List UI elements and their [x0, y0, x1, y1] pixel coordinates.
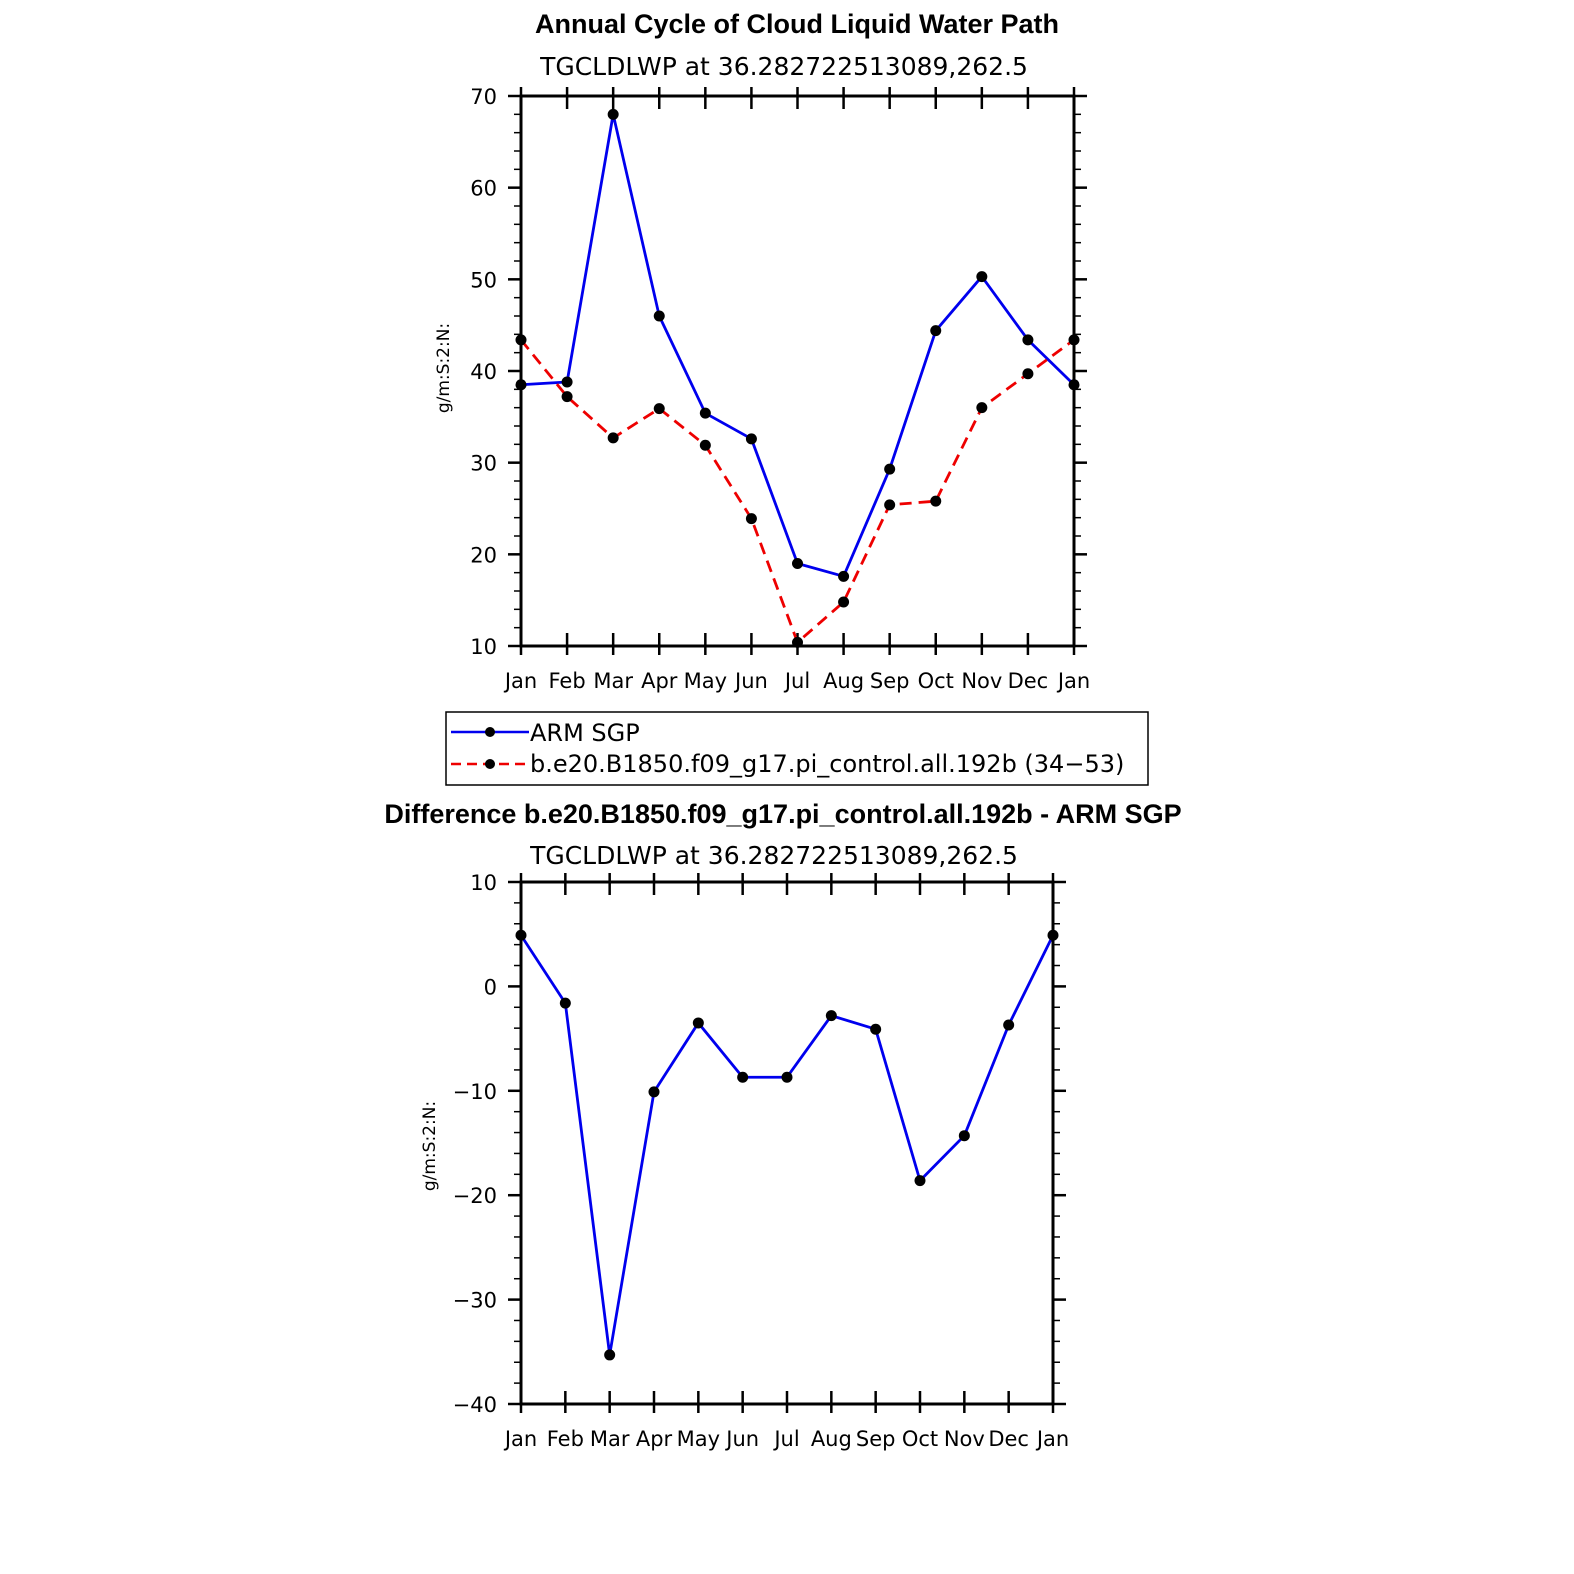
x-tick-label: Feb: [547, 1427, 584, 1451]
data-point-1: [884, 499, 896, 511]
data-point-1: [976, 402, 988, 414]
panel-difference: Difference b.e20.B1850.f09_g17.pi_contro…: [384, 799, 1181, 1451]
data-point-0: [653, 310, 665, 322]
x-tick-label: Apr: [641, 669, 678, 693]
x-tick-label: May: [684, 669, 727, 693]
y-tick-label: −20: [453, 1184, 497, 1208]
data-point-0: [559, 997, 571, 1009]
y-tick-label: 30: [470, 452, 497, 476]
data-point-1: [838, 596, 850, 608]
data-point-0: [838, 570, 850, 582]
chart-title: Annual Cycle of Cloud Liquid Water Path: [535, 9, 1059, 39]
y-tick-label: 20: [470, 543, 497, 567]
data-point-0: [692, 1017, 704, 1029]
legend-marker-arm-sgp: [485, 727, 495, 737]
plot-frame: [519, 94, 1076, 648]
x-tick-label: Mar: [590, 1427, 630, 1451]
x-tick-label: Feb: [548, 669, 585, 693]
legend-box: [445, 711, 1149, 786]
x-tick-label: Sep: [870, 669, 910, 693]
x-tick-label: Dec: [988, 1427, 1029, 1451]
x-tick-label: Jun: [733, 669, 768, 693]
x-tick-label: Jan: [1056, 669, 1090, 693]
data-point-1: [745, 513, 757, 525]
data-point-0: [604, 1349, 616, 1361]
x-tick-label: Jul: [772, 1427, 799, 1451]
data-point-1: [607, 432, 619, 444]
data-point-0: [737, 1071, 749, 1083]
y-tick-label: 40: [470, 360, 497, 384]
x-tick-label: Nov: [961, 669, 1002, 693]
data-point-0: [648, 1086, 660, 1098]
y-tick-label: −30: [453, 1289, 497, 1313]
x-tick-label: Apr: [636, 1427, 673, 1451]
x-tick-label: May: [677, 1427, 720, 1451]
data-point-0: [561, 376, 573, 388]
series-lines: [519, 934, 1055, 1357]
y-tick-label: 60: [470, 177, 497, 201]
series-points: [515, 929, 1059, 1361]
y-tick-label: 70: [470, 85, 497, 109]
x-tick-label: Jan: [503, 1427, 537, 1451]
y-tick-label: −40: [453, 1393, 497, 1417]
x-tick-label: Mar: [593, 669, 633, 693]
data-point-1: [653, 403, 665, 415]
series-line-1: [519, 338, 1075, 644]
chart-subtitle: TGCLDLWP at 36.282722513089,262.5: [529, 841, 1018, 870]
data-point-0: [745, 433, 757, 445]
y-tick-label: −10: [453, 1080, 497, 1104]
data-point-0: [884, 463, 896, 475]
x-tick-label: Dec: [1008, 669, 1049, 693]
plot-frame: [519, 880, 1055, 1406]
legend-marker-model: [485, 759, 495, 769]
data-point-1: [1022, 368, 1034, 380]
series-line-0: [520, 112, 1075, 578]
data-point-1: [561, 391, 573, 403]
x-tick-label: Sep: [856, 1427, 896, 1451]
x-tick-label: Aug: [823, 669, 864, 693]
axis-ticks: [508, 873, 1066, 1413]
x-tick-label: Jun: [724, 1427, 759, 1451]
data-point-0: [1022, 334, 1034, 346]
data-point-0: [914, 1175, 926, 1187]
data-point-1: [930, 495, 942, 507]
data-point-0: [699, 407, 711, 419]
chart-title: Difference b.e20.B1850.f09_g17.pi_contro…: [384, 799, 1181, 829]
data-point-0: [870, 1023, 882, 1035]
series-line-0: [519, 934, 1055, 1357]
chart-subtitle: TGCLDLWP at 36.282722513089,262.5: [539, 52, 1028, 81]
data-point-0: [607, 108, 619, 120]
axis-ticks: [508, 87, 1087, 655]
legend-label-arm-sgp: ARM SGP: [530, 719, 640, 747]
data-point-0: [930, 325, 942, 337]
data-point-1: [699, 439, 711, 451]
data-point-0: [781, 1071, 793, 1083]
tick-labels: Jan Feb Mar Apr May Jun Jul Aug Sep Oct Nov Dec Jan−…: [453, 871, 1070, 1451]
y-tick-label: 50: [470, 268, 497, 292]
x-tick-label: Jan: [503, 669, 537, 693]
y-tick-label: 0: [484, 975, 497, 999]
x-tick-label: Nov: [944, 1427, 985, 1451]
legend-label-model: b.e20.B1850.f09_g17.pi_control.all.192b …: [530, 750, 1124, 778]
data-point-0: [976, 271, 988, 283]
x-tick-label: Oct: [902, 1427, 938, 1451]
panel-annual-cycle: Annual Cycle of Cloud Liquid Water Path …: [434, 9, 1090, 693]
legend: ARM SGP b.e20.B1850.f09_g17.pi_control.a…: [445, 711, 1149, 786]
x-tick-label: Oct: [918, 669, 954, 693]
y-axis-label: g/m:S:2:N:: [434, 323, 454, 413]
x-tick-label: Aug: [811, 1427, 852, 1451]
data-point-0: [825, 1010, 837, 1022]
y-tick-label: 10: [470, 635, 497, 659]
data-point-0: [1003, 1019, 1015, 1031]
data-point-0: [958, 1130, 970, 1142]
tick-labels: Jan Feb Mar Apr May Jun Jul Aug Sep Oct Nov Dec Jan1…: [470, 85, 1090, 693]
x-tick-label: Jul: [783, 669, 810, 693]
y-tick-label: 10: [470, 871, 497, 895]
x-tick-label: Jan: [1035, 1427, 1069, 1451]
y-axis-label: g/m:S:2:N:: [420, 1101, 440, 1191]
data-point-0: [792, 558, 803, 569]
